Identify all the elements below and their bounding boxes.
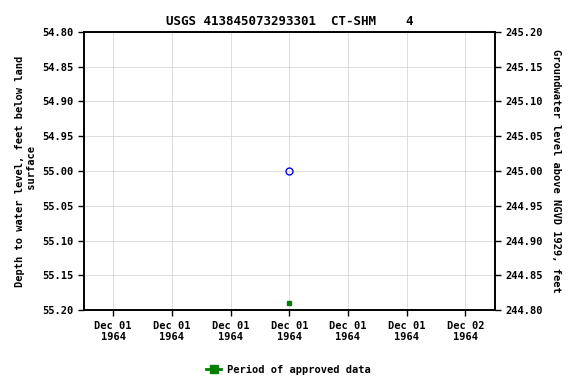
Y-axis label: Depth to water level, feet below land
 surface: Depth to water level, feet below land su…	[15, 55, 37, 286]
Legend: Period of approved data: Period of approved data	[202, 361, 374, 379]
Title: USGS 413845073293301  CT-SHM    4: USGS 413845073293301 CT-SHM 4	[165, 15, 413, 28]
Y-axis label: Groundwater level above NGVD 1929, feet: Groundwater level above NGVD 1929, feet	[551, 49, 561, 293]
